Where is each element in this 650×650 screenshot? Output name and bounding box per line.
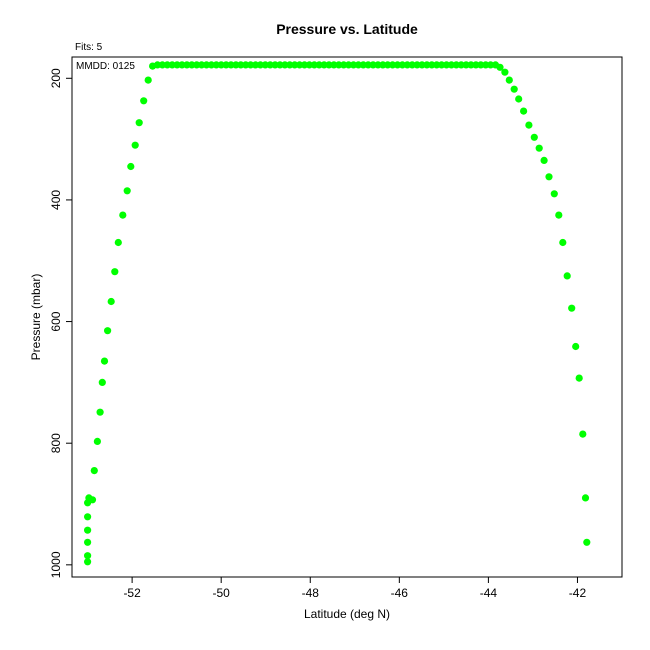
y-tick-label: 400 — [49, 190, 63, 210]
y-tick-label: 1000 — [49, 551, 63, 578]
x-tick-label: -50 — [213, 586, 231, 600]
data-point — [525, 121, 533, 129]
data-point — [131, 141, 139, 149]
data-point — [114, 238, 122, 247]
y-tick-label: 600 — [49, 311, 63, 331]
plot-frame — [71, 56, 623, 578]
data-point — [84, 538, 92, 546]
data-point — [93, 437, 101, 445]
chart-title: Pressure vs. Latitude — [276, 21, 418, 37]
data-point — [559, 238, 567, 247]
x-axis-label: Latitude (deg N) — [304, 607, 390, 621]
data-point — [535, 144, 543, 152]
data-point — [496, 63, 504, 71]
y-axis: 200 400 600 800 1000 — [49, 68, 72, 578]
data-point — [123, 187, 131, 195]
data-point — [119, 211, 127, 219]
data-point — [515, 95, 523, 103]
data-point — [127, 162, 135, 171]
data-point — [135, 119, 143, 127]
data-point — [530, 133, 538, 141]
data-point — [563, 272, 571, 280]
data-points — [84, 61, 591, 566]
data-point — [144, 76, 152, 84]
y-tick-label: 200 — [49, 68, 63, 88]
data-point — [107, 297, 115, 306]
data-point — [84, 513, 92, 521]
x-tick-label: -48 — [302, 586, 320, 600]
data-point — [84, 552, 92, 560]
data-point — [140, 97, 148, 105]
data-point — [545, 173, 553, 181]
data-point — [88, 496, 97, 504]
data-point — [501, 68, 509, 76]
data-point — [583, 538, 591, 546]
data-point — [581, 494, 590, 502]
data-point — [520, 107, 528, 115]
data-point — [104, 327, 112, 335]
fits-annotation: Fits: 5 — [75, 42, 103, 53]
data-point — [572, 342, 580, 351]
data-point — [510, 85, 518, 93]
y-tick-label: 800 — [49, 433, 63, 453]
x-axis: -52 -50 -48 -46 -44 -42 — [123, 577, 586, 600]
x-tick-label: -46 — [391, 586, 409, 600]
data-point — [100, 357, 109, 365]
data-point — [575, 374, 583, 382]
data-point — [568, 304, 576, 312]
data-point — [540, 156, 548, 164]
data-point — [90, 467, 98, 475]
data-point — [555, 211, 563, 219]
data-point — [111, 268, 119, 276]
mmdd-annotation: MMDD: 0125 — [76, 61, 135, 72]
data-point — [96, 408, 104, 416]
y-axis-label: Pressure (mbar) — [29, 274, 43, 361]
data-point — [84, 558, 92, 566]
data-point — [505, 76, 513, 84]
x-tick-label: -52 — [123, 586, 141, 600]
data-point — [550, 190, 558, 198]
x-tick-label: -44 — [480, 586, 498, 600]
x-tick-label: -42 — [569, 586, 587, 600]
data-point — [579, 430, 587, 438]
data-point — [84, 526, 92, 534]
data-point — [98, 378, 106, 386]
